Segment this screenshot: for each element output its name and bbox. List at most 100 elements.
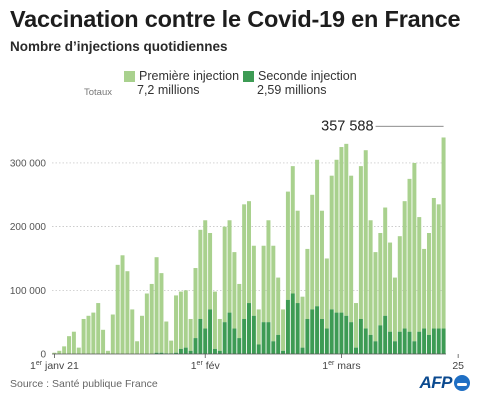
bar-first-dose <box>256 309 261 345</box>
x-tick-superscript: er <box>328 360 335 367</box>
bar-first-dose <box>417 217 422 332</box>
x-tick-superscript: er <box>197 360 204 367</box>
bar-second-dose <box>417 331 422 354</box>
bar-first-dose <box>373 252 378 342</box>
bar-first-dose <box>315 159 320 307</box>
bar-first-dose <box>52 352 57 354</box>
bar-second-dose <box>300 347 305 354</box>
bar-second-dose <box>436 328 441 354</box>
bar-first-dose <box>188 318 193 351</box>
bar-second-dose <box>203 328 208 354</box>
x-tick-label: 1er janv 21 <box>30 360 79 372</box>
bar-second-dose <box>183 347 188 354</box>
bar-first-dose <box>169 340 174 354</box>
bar-second-dose <box>344 315 349 354</box>
legend-item-first-dose: Première injection <box>124 69 239 83</box>
x-tick-month: mars <box>334 360 360 372</box>
bar-first-dose <box>368 220 373 335</box>
bar-second-dose <box>412 341 417 354</box>
bar-first-dose <box>388 242 393 332</box>
x-tick-month: fév <box>203 360 221 372</box>
bar-second-dose <box>193 338 198 354</box>
bar-second-dose <box>431 328 436 354</box>
bar-first-dose <box>193 268 198 339</box>
bar-first-dose <box>120 255 125 354</box>
legend-label-second-dose: Seconde injection <box>258 69 357 83</box>
bar-second-dose <box>281 350 286 354</box>
bar-first-dose <box>149 283 154 354</box>
bar-first-dose <box>349 175 354 323</box>
bar-first-dose <box>81 318 86 354</box>
source-note: Source : Santé publique France <box>10 378 158 390</box>
bar-second-dose <box>354 347 359 354</box>
bar-first-dose <box>67 336 72 354</box>
bar-first-dose <box>310 194 315 310</box>
bar-first-dose <box>383 207 388 316</box>
x-tick-day: 1 <box>191 360 197 372</box>
bar-first-dose <box>422 248 427 329</box>
bar-first-dose <box>276 277 281 335</box>
legend-swatch-first-dose <box>124 70 135 82</box>
afp-logo: AFP <box>420 373 470 393</box>
bar-first-dose <box>125 271 130 354</box>
bar-first-dose <box>334 159 339 313</box>
bar-second-dose <box>188 350 193 354</box>
bar-second-dose <box>261 322 266 354</box>
bar-first-dose <box>431 197 436 329</box>
bar-first-dose <box>412 162 417 342</box>
bar-first-dose <box>57 350 62 354</box>
bar-first-dose <box>115 264 120 354</box>
bar-second-dose <box>422 328 427 354</box>
bar-second-dose <box>227 312 232 354</box>
bar-first-dose <box>135 341 140 354</box>
bar-second-dose <box>315 306 320 354</box>
bar-first-dose <box>354 303 359 348</box>
bar-first-dose <box>324 258 329 329</box>
bar-first-dose <box>96 303 101 354</box>
bar-first-dose <box>363 150 368 329</box>
chart-subtitle: Nombre d’injections quotidiennes <box>10 39 228 54</box>
bar-first-dose <box>319 210 324 319</box>
peak-annotation-label: 357 588 <box>321 118 373 134</box>
bar-first-dose <box>358 166 363 319</box>
bar-first-dose <box>271 245 276 342</box>
bar-second-dose <box>402 328 407 354</box>
bar-second-dose <box>256 344 261 354</box>
bar-first-dose <box>305 248 310 319</box>
bar-first-dose <box>247 201 251 304</box>
x-tick-label: 25 <box>452 360 464 372</box>
bar-second-dose <box>329 309 334 354</box>
total-second-dose: 2,59 millions <box>257 83 327 97</box>
x-tick-day: 25 <box>452 360 464 372</box>
bar-second-dose <box>397 331 402 354</box>
bar-first-dose <box>232 252 237 329</box>
bar-first-dose <box>237 283 242 339</box>
bar-first-dose <box>183 290 188 348</box>
bar-second-dose <box>290 293 295 354</box>
bar-first-dose <box>402 201 407 329</box>
bar-first-dose <box>71 331 76 354</box>
bar-second-dose <box>251 315 256 354</box>
bar-second-dose <box>368 334 373 354</box>
y-tick-label: 100 000 <box>10 286 47 297</box>
bar-second-dose <box>276 334 281 354</box>
bar-second-dose <box>222 322 227 354</box>
bar-first-dose <box>407 178 412 332</box>
bar-second-dose <box>242 318 247 354</box>
bar-second-dose <box>383 315 388 354</box>
bar-second-dose <box>247 303 251 354</box>
bar-first-dose <box>285 191 290 300</box>
bar-second-dose <box>295 303 300 354</box>
bar-second-dose <box>178 348 183 354</box>
bar-second-dose <box>339 312 344 354</box>
bar-first-dose <box>101 329 106 354</box>
x-tick-superscript: er <box>36 360 43 367</box>
bar-first-dose <box>339 147 344 313</box>
bar-second-dose <box>285 299 290 354</box>
total-first-dose: 7,2 millions <box>137 83 200 97</box>
bar-second-dose <box>154 352 159 354</box>
bar-second-dose <box>266 322 271 354</box>
bar-second-dose <box>271 341 276 354</box>
bar-second-dose <box>159 352 164 354</box>
